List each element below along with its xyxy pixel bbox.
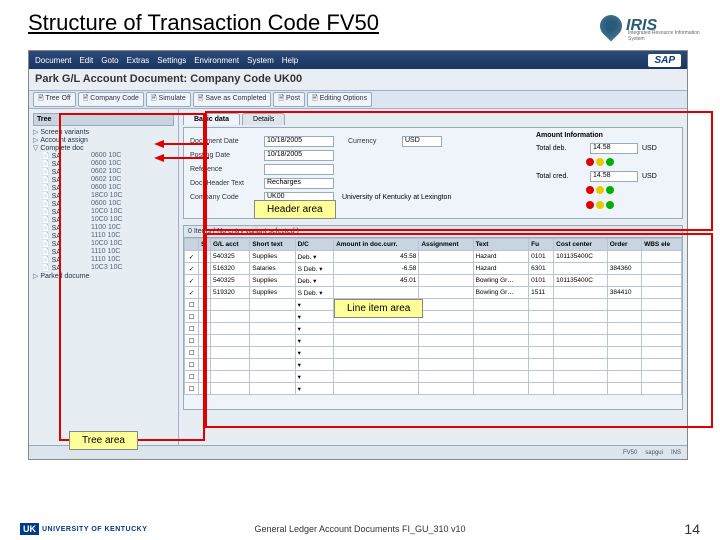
- tree-pane: Tree ▷Screen variants ▷Account assign ▽C…: [29, 109, 179, 459]
- traffic-light-icon: [586, 201, 614, 209]
- toolbar-button[interactable]: 🖹 Tree Off: [33, 92, 76, 107]
- tree-item[interactable]: 📄 SA1110 10C: [33, 256, 174, 264]
- grid-header-cell[interactable]: Short text: [250, 239, 295, 251]
- menu-item[interactable]: Environment: [194, 56, 239, 65]
- sap-menubar: Document Edit Goto Extras Settings Environmen…: [29, 51, 687, 69]
- menu-item[interactable]: Extras: [127, 56, 150, 65]
- tree-item[interactable]: 📄 SA1110 10C: [33, 248, 174, 256]
- grid-header-cell[interactable]: Amount in doc.curr.: [334, 239, 419, 251]
- slide-title: Structure of Transaction Code FV50: [28, 10, 379, 36]
- form-input[interactable]: [264, 164, 334, 175]
- tree-item[interactable]: 📄 SA1100 10C: [33, 224, 174, 232]
- items-grid[interactable]: SG/L acctShort textD/CAmount in doc.curr…: [184, 238, 682, 395]
- tree-header: Tree: [33, 113, 174, 126]
- items-title: 0 Items ( No entry variant selected ): [184, 226, 682, 238]
- grid-header-cell[interactable]: G/L acct: [211, 239, 250, 251]
- uk-logo: UK UNIVERSITY OF KENTUCKY: [20, 523, 147, 535]
- status-item: INS: [671, 450, 681, 456]
- table-row[interactable]: ✓519320SuppliesS Deb. ▾Bowling Gr…151138…: [185, 287, 682, 299]
- sap-window: Document Edit Goto Extras Settings Environmen…: [28, 50, 688, 460]
- tree-item[interactable]: 📄 SA10C0 10C: [33, 240, 174, 248]
- table-row[interactable]: ☐▾: [185, 359, 682, 371]
- table-row[interactable]: ☐▾: [185, 347, 682, 359]
- form-label: Posting Date: [190, 152, 260, 159]
- menu-item[interactable]: Document: [35, 56, 71, 65]
- toolbar-button[interactable]: 🖹 Company Code: [78, 92, 144, 107]
- menu-item[interactable]: System: [247, 56, 274, 65]
- status-item: FV50: [623, 450, 637, 456]
- form-label: Document Date: [190, 138, 260, 145]
- amount-title: Amount Information: [536, 132, 676, 139]
- iris-logo: IRIS Integrated Resource Information Sys…: [600, 6, 700, 46]
- slide-footer: UK UNIVERSITY OF KENTUCKY General Ledger…: [0, 524, 720, 534]
- table-row[interactable]: ☐▾: [185, 371, 682, 383]
- tree-item[interactable]: 📄 SA1110 10C: [33, 232, 174, 240]
- sap-toolbar: 🖹 Tree Off🖹 Company Code🖹 Simulate🖹 Save…: [29, 91, 687, 109]
- page-number: 14: [684, 521, 700, 537]
- amount-row: Total cred.14.58USD: [536, 169, 676, 183]
- tree-area-callout: Tree area: [69, 431, 138, 450]
- grid-header-cell[interactable]: WBS ele: [642, 239, 682, 251]
- grid-header-cell[interactable]: S: [199, 239, 211, 251]
- footer-text: General Ledger Account Documents FI_GU_3…: [254, 524, 465, 534]
- menu-item[interactable]: Help: [282, 56, 298, 65]
- form-input[interactable]: 10/18/2005: [264, 136, 334, 147]
- table-row[interactable]: ✓540325SuppliesDeb. ▾45.01Bowling Gr…010…: [185, 275, 682, 287]
- tree-item[interactable]: 📄 SA10C0 10C: [33, 216, 174, 224]
- grid-header-cell[interactable]: Fu: [529, 239, 554, 251]
- table-row[interactable]: ☐▾: [185, 383, 682, 395]
- tree-item[interactable]: 📄 SA0600 10C: [33, 160, 174, 168]
- amount-row: Total deb.14.58USD: [536, 141, 676, 155]
- status-item: sapgui: [645, 450, 663, 456]
- toolbar-button[interactable]: 🖹 Save as Completed: [193, 92, 272, 107]
- tree-item[interactable]: 📄 SA10C0 10C: [33, 208, 174, 216]
- tab-basic[interactable]: Basic data: [183, 113, 240, 125]
- table-row[interactable]: ☐▾: [185, 299, 682, 311]
- form-label: Doc. Header Text: [190, 180, 260, 187]
- table-row[interactable]: ☐▾: [185, 323, 682, 335]
- sap-badge: SAP: [648, 54, 681, 67]
- main-pane: Basic data Details Document Date 10/18/2…: [179, 109, 687, 459]
- iris-subtext: Integrated Resource Information System: [628, 30, 700, 42]
- toolbar-button[interactable]: 🖹 Editing Options: [307, 92, 372, 107]
- toolbar-button[interactable]: 🖹 Post: [273, 92, 305, 107]
- form-input[interactable]: Recharges: [264, 178, 334, 189]
- grid-header-cell[interactable]: D/C: [295, 239, 333, 251]
- form-input[interactable]: 10/18/2005: [264, 150, 334, 161]
- grid-header-cell[interactable]: Text: [473, 239, 529, 251]
- tree-root[interactable]: ▷Account assign: [33, 136, 174, 144]
- form-label: Company Code: [190, 194, 260, 201]
- menu-item[interactable]: Goto: [101, 56, 118, 65]
- tree-item[interactable]: 📄 SA0600 10C: [33, 152, 174, 160]
- sap-subtitle: Park G/L Account Document: Company Code …: [29, 69, 687, 91]
- menu-item[interactable]: Edit: [79, 56, 93, 65]
- tree-item[interactable]: 📄 SA18C0 10C: [33, 192, 174, 200]
- tree-root[interactable]: ▷Screen variants: [33, 128, 174, 136]
- tree-root[interactable]: ▷Parked docume: [33, 272, 174, 280]
- amount-box: Amount Information Total deb.14.58USD Tot…: [536, 132, 676, 211]
- tree-item[interactable]: 📄 SA0602 10C: [33, 168, 174, 176]
- table-row[interactable]: ✓540325SuppliesDeb. ▾45.58Hazard01011011…: [185, 251, 682, 263]
- toolbar-button[interactable]: 🖹 Simulate: [146, 92, 191, 107]
- lineitem-area-callout: Line item area: [334, 299, 423, 318]
- grid-header-cell[interactable]: [185, 239, 199, 251]
- tree-item[interactable]: 📄 SA0600 10C: [33, 200, 174, 208]
- header-area-callout: Header area: [254, 200, 336, 219]
- grid-header-cell[interactable]: Assignment: [419, 239, 473, 251]
- grid-header-cell[interactable]: Cost center: [554, 239, 608, 251]
- tree-item[interactable]: 📄 SA0602 10C: [33, 176, 174, 184]
- table-row[interactable]: ✓516320SalariesS Deb. ▾-6.58Hazard630138…: [185, 263, 682, 275]
- tree-item[interactable]: 📄 SA10C3 10C: [33, 264, 174, 272]
- iris-flower-icon: [595, 10, 626, 41]
- grid-header-cell[interactable]: Order: [607, 239, 641, 251]
- menu-item[interactable]: Settings: [157, 56, 186, 65]
- line-items-panel: 0 Items ( No entry variant selected ) SG…: [183, 225, 683, 410]
- tree-root[interactable]: ▽Complete doc: [33, 144, 174, 152]
- header-panel: Document Date 10/18/2005CurrencyUSDPosti…: [183, 127, 683, 219]
- form-label: Reference: [190, 166, 260, 173]
- tree-item[interactable]: 📄 SA0600 10C: [33, 184, 174, 192]
- table-row[interactable]: ☐▾: [185, 335, 682, 347]
- tab-details[interactable]: Details: [242, 113, 285, 125]
- table-row[interactable]: ☐▾: [185, 311, 682, 323]
